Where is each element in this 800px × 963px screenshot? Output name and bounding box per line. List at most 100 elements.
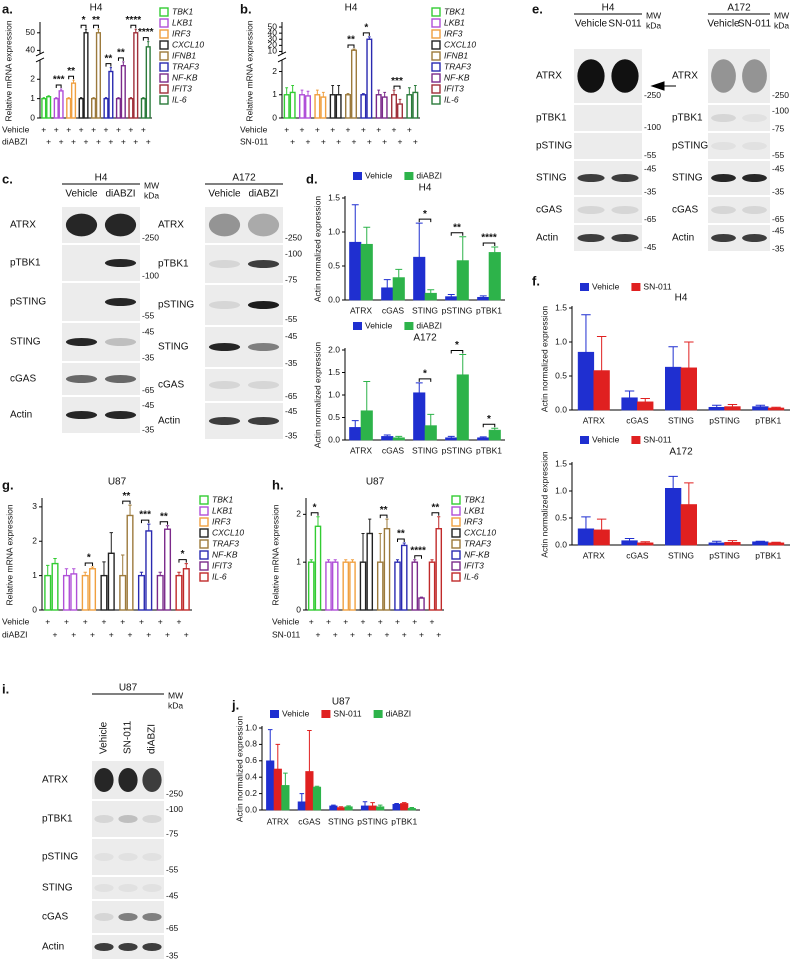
significance-label: **** [126,15,142,26]
bar [58,90,64,119]
band [577,174,605,182]
row-marker: + [71,629,76,639]
legend-swatch [431,18,441,28]
significance-bracket [482,242,496,246]
band [104,259,137,267]
bar [359,561,367,611]
significance-bracket [68,75,75,80]
legend-swatch [451,506,461,516]
error-bar [377,804,383,807]
row-marker: + [392,124,397,134]
blot-title: U87 [119,683,138,694]
chart-title: U87 [332,697,351,708]
bar [396,103,403,119]
x-tick-label: STING [328,816,354,826]
bar [375,94,382,119]
y-tick-label: 0.5 [555,512,567,522]
bar [477,296,490,301]
y-tick-label: 1.0 [328,226,340,236]
y-tick-label: 0.0 [328,434,340,444]
error-bar [640,397,650,402]
bar [81,574,89,611]
mw-marker: -65 [142,385,155,395]
error-bar [102,561,106,576]
row-marker: + [46,136,51,146]
legend-label: LKB1 [464,505,485,515]
bar [335,94,342,119]
membrane [708,105,770,131]
y-axis-label: Actin normalized expression [234,716,244,823]
y-axis-label: Actin normalized expression [539,306,549,413]
row-label: cGAS [42,912,68,923]
mw-marker: -35 [142,424,155,434]
row-marker: + [139,616,144,626]
significance-label: * [455,340,459,351]
error-bar [437,516,441,529]
error-bar [80,97,83,99]
error-bar [351,420,359,428]
legend-swatch [451,550,461,560]
band [142,815,162,823]
legend-label: SN-011 [643,281,671,291]
error-bar [316,516,320,527]
row-marker: + [158,616,163,626]
legend-label: TBK1 [212,494,234,504]
row-marker: + [104,124,109,134]
row-label: ATRX [536,71,562,82]
legend-label: diABZI [416,320,442,330]
blot-title: A172 [727,3,751,14]
mw-marker: -250 [285,233,302,243]
legend-swatch [159,29,169,39]
membrane [574,133,642,159]
significance-label: * [423,209,427,220]
error-bar [415,222,423,258]
row-label: Actin [536,233,558,244]
legend-swatch [199,528,209,538]
row-marker: + [402,629,407,639]
band [742,174,767,182]
lane-label: SN-011 [123,720,134,754]
band [611,206,639,214]
bar [120,65,126,119]
row-marker: + [306,136,311,146]
chart-title: H4 [419,183,432,194]
band [208,381,241,389]
legend-swatch [431,62,441,72]
error-bar [299,793,305,802]
row-label: STING [42,883,73,894]
row-marker: + [321,136,326,146]
y-tick-label: 50 [268,21,278,31]
bar [128,97,134,119]
mw-marker: -55 [166,865,179,875]
row-label: Vehicle [240,124,268,134]
lane-label: Vehicle [99,721,110,754]
significance-label: *** [391,76,403,87]
panel-label: c. [2,171,13,186]
band [611,59,639,93]
legend-label: Vehicle [592,434,620,444]
bar [307,561,315,611]
band [247,213,280,237]
mw-marker: -65 [772,214,785,224]
legend-label: IFNB1 [172,50,196,60]
error-bar [306,90,310,96]
significance-bracket [418,378,432,382]
legend-swatch [199,517,209,527]
legend-label: NF-KB [212,549,238,559]
row-label: cGAS [158,380,184,391]
y-tick-label: 2 [32,536,37,546]
error-bar [419,596,424,599]
error-bar [158,571,162,576]
significance-label: ** [67,66,75,77]
row-marker: + [419,629,424,639]
row-marker: + [343,616,348,626]
significance-bracket [310,512,319,516]
error-bar [395,268,403,278]
band [65,213,98,237]
legend-label: CXCL10 [464,527,496,537]
row-marker: + [90,629,95,639]
significance-bracket [84,562,94,567]
y-tick-label: 2 [272,66,277,76]
legend-label: Vehicle [282,708,310,718]
x-tick-label: ATRX [583,415,605,425]
